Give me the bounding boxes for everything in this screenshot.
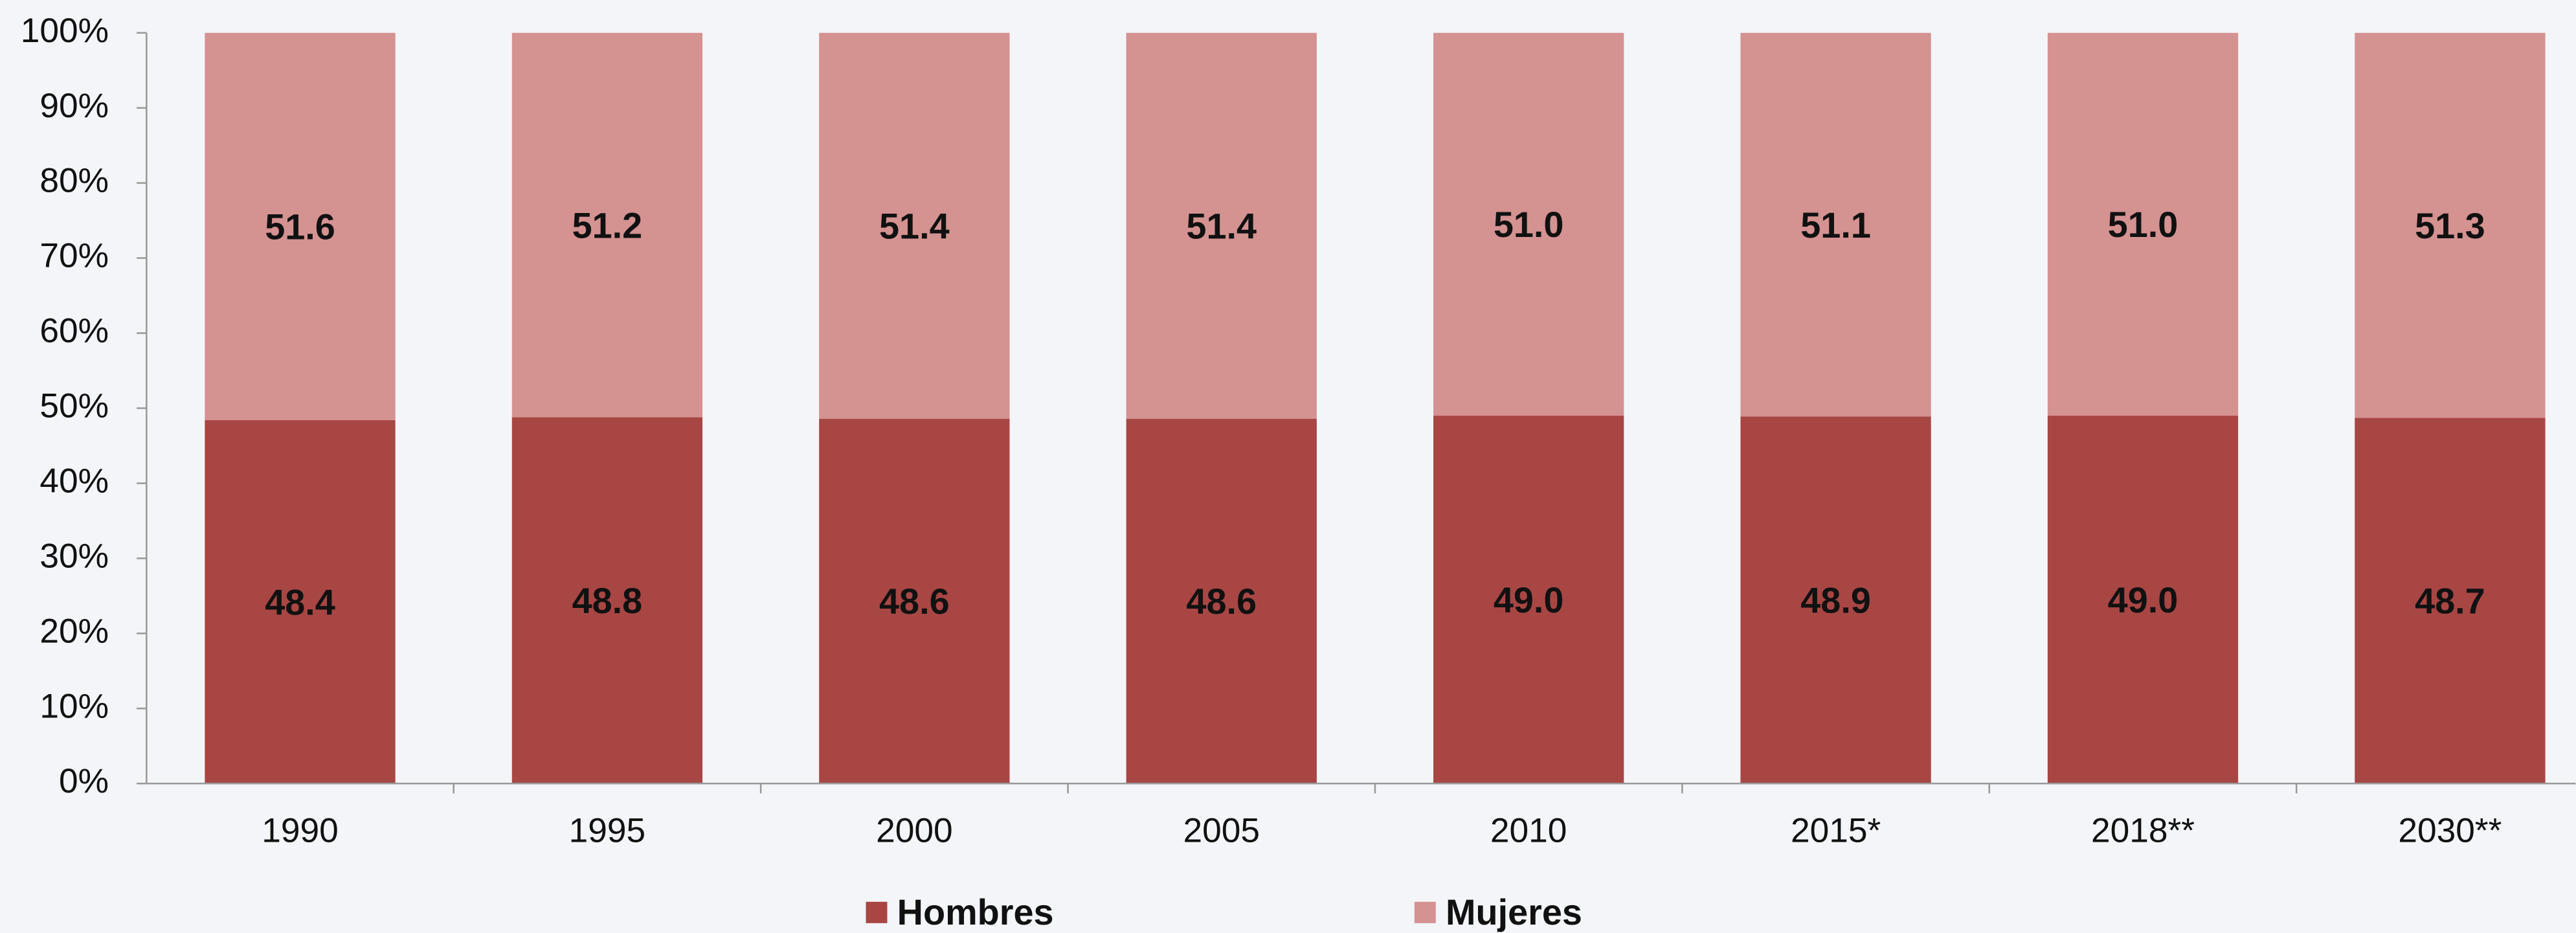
data-label: 51.2 <box>572 205 643 245</box>
bar-segment <box>1126 418 1317 784</box>
data-label: 51.1 <box>1800 205 1871 245</box>
y-tick-label: 80% <box>39 162 109 200</box>
bar-segment <box>1433 416 1624 784</box>
data-label: 51.6 <box>265 207 335 247</box>
bar-segment <box>1433 32 1624 416</box>
y-tick-label: 0% <box>59 762 109 800</box>
bar-segment <box>205 420 396 784</box>
y-tick-label: 70% <box>39 237 109 275</box>
y-tick-label: 30% <box>39 537 109 575</box>
data-label: 51.0 <box>1494 204 1564 245</box>
bar-segment <box>1126 32 1317 419</box>
bar-segment <box>511 32 703 418</box>
y-tick-label: 60% <box>39 312 109 350</box>
y-tick-label: 100% <box>21 12 109 50</box>
data-label: 51.4 <box>879 206 950 247</box>
bar-segment <box>1740 416 1931 784</box>
y-tick-label: 20% <box>39 612 109 650</box>
bar-segment <box>1740 32 1931 417</box>
bar-segment <box>2355 32 2546 418</box>
bar-segment <box>205 32 396 420</box>
data-label: 48.7 <box>2415 581 2485 622</box>
y-tick-label: 50% <box>39 387 109 425</box>
legend-swatch <box>1414 901 1436 923</box>
bar-segment <box>2355 418 2546 784</box>
data-label: 48.6 <box>879 581 950 622</box>
data-label: 51.0 <box>2108 204 2178 245</box>
x-tick-label: 2000 <box>876 811 953 849</box>
data-label: 48.9 <box>1800 579 1871 620</box>
x-tick-label: 2010 <box>1490 811 1567 849</box>
bar-segment <box>819 418 1010 784</box>
legend-label: Mujeres <box>1446 892 1582 932</box>
y-tick-label: 40% <box>39 462 109 500</box>
x-tick-label: 2018** <box>2091 811 2195 849</box>
bar-segment <box>2047 416 2239 784</box>
bar-segment <box>511 417 703 784</box>
x-tick-label: 1995 <box>569 811 646 849</box>
x-tick-label: 2030** <box>2398 811 2502 849</box>
x-tick-label: 2005 <box>1183 811 1260 849</box>
data-label: 48.8 <box>572 580 643 621</box>
y-tick-label: 10% <box>39 687 109 725</box>
y-tick-label: 90% <box>39 87 109 125</box>
data-label: 51.4 <box>1186 206 1257 247</box>
data-label: 49.0 <box>1494 579 1564 620</box>
data-label: 51.3 <box>2415 205 2485 246</box>
legend-label: Hombres <box>897 892 1054 932</box>
x-tick-label: 1990 <box>262 811 339 849</box>
data-label: 48.6 <box>1186 581 1257 622</box>
data-label: 48.4 <box>265 581 335 622</box>
bar-segment <box>819 32 1010 419</box>
legend-swatch <box>866 901 888 923</box>
x-tick-label: 2015* <box>1791 811 1881 849</box>
data-label: 49.0 <box>2108 579 2178 620</box>
bar-segment <box>2047 32 2239 416</box>
